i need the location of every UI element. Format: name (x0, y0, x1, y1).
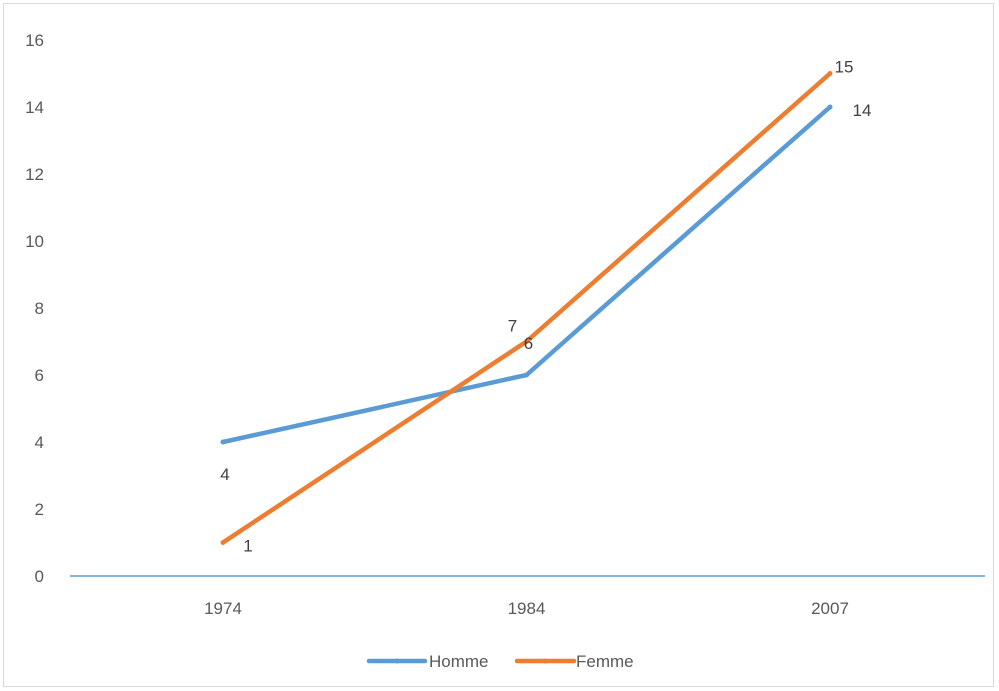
data-point (524, 339, 529, 344)
x-tick-label: 1974 (204, 599, 242, 618)
y-tick-label: 0 (35, 567, 44, 586)
y-tick-label: 14 (25, 98, 44, 117)
x-tick-label: 2007 (811, 599, 849, 618)
legend-marker (394, 658, 400, 664)
data-label: 4 (220, 465, 229, 484)
data-label: 15 (835, 58, 854, 77)
data-label: 7 (508, 317, 517, 336)
chart-area (3, 3, 994, 687)
y-tick-label: 8 (35, 299, 44, 318)
data-point (827, 71, 833, 76)
data-point (827, 104, 833, 110)
legend-label-femme: Femme (576, 652, 634, 671)
y-tick-label: 16 (25, 31, 44, 50)
data-point (220, 540, 226, 545)
y-tick-label: 6 (35, 366, 44, 385)
x-tick-label: 1984 (508, 599, 546, 618)
series-line-homme (220, 104, 833, 445)
series-line-femme (220, 71, 833, 545)
data-point (220, 439, 226, 445)
data-label: 14 (853, 101, 872, 120)
y-tick-label: 10 (25, 232, 44, 251)
y-tick-label: 12 (25, 165, 44, 184)
data-label: 1 (243, 537, 252, 556)
legend-label-homme: Homme (429, 652, 489, 671)
data-label: 6 (524, 334, 533, 353)
legend-marker (543, 658, 548, 664)
y-tick-label: 4 (35, 433, 44, 452)
y-tick-label: 2 (35, 500, 44, 519)
data-point (524, 372, 529, 378)
